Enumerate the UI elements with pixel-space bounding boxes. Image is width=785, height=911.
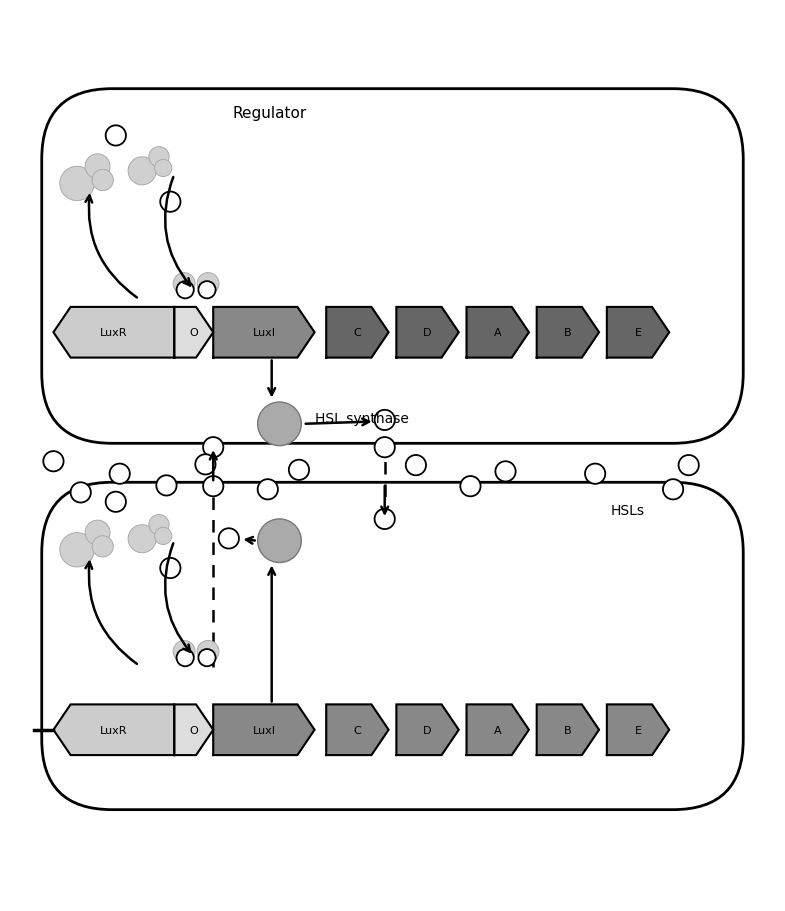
Text: E: E (634, 328, 641, 338)
Circle shape (85, 520, 110, 546)
Text: LuxR: LuxR (100, 328, 128, 338)
Polygon shape (327, 308, 389, 358)
Circle shape (160, 558, 181, 578)
Circle shape (406, 456, 426, 476)
Circle shape (173, 640, 195, 662)
Text: E: E (634, 725, 641, 735)
Polygon shape (537, 704, 599, 755)
Circle shape (60, 167, 94, 201)
Circle shape (43, 452, 64, 472)
Circle shape (374, 410, 395, 431)
Polygon shape (607, 308, 669, 358)
Text: D: D (423, 725, 432, 735)
Circle shape (203, 437, 224, 458)
Text: D: D (423, 328, 432, 338)
Polygon shape (214, 308, 315, 358)
Circle shape (110, 464, 130, 485)
Polygon shape (327, 704, 389, 755)
Circle shape (197, 640, 219, 662)
Circle shape (128, 525, 156, 553)
Polygon shape (53, 704, 174, 755)
Text: O: O (189, 725, 198, 735)
Circle shape (92, 537, 113, 558)
Polygon shape (174, 704, 214, 755)
Circle shape (92, 170, 113, 191)
Circle shape (460, 476, 480, 496)
Circle shape (85, 155, 110, 179)
Circle shape (199, 650, 216, 667)
Circle shape (156, 476, 177, 496)
Circle shape (663, 479, 683, 500)
Polygon shape (396, 704, 458, 755)
Circle shape (177, 281, 194, 299)
Circle shape (257, 519, 301, 563)
Text: C: C (353, 328, 361, 338)
Circle shape (374, 509, 395, 529)
Circle shape (71, 483, 91, 503)
Text: LuxI: LuxI (253, 328, 276, 338)
Polygon shape (466, 308, 529, 358)
Polygon shape (214, 704, 315, 755)
Circle shape (160, 192, 181, 212)
Circle shape (203, 476, 224, 496)
Circle shape (60, 533, 94, 568)
Text: C: C (353, 725, 361, 735)
Circle shape (678, 456, 699, 476)
Circle shape (374, 437, 395, 458)
Text: O: O (189, 328, 198, 338)
Circle shape (106, 126, 126, 147)
Circle shape (495, 462, 516, 482)
Polygon shape (396, 308, 458, 358)
Polygon shape (466, 704, 529, 755)
Text: LuxI: LuxI (253, 725, 276, 735)
Polygon shape (537, 308, 599, 358)
Circle shape (149, 515, 169, 536)
Text: A: A (494, 725, 502, 735)
Text: LuxR: LuxR (100, 725, 128, 735)
Circle shape (219, 528, 239, 549)
Circle shape (199, 281, 216, 299)
Text: HSLs: HSLs (611, 503, 644, 517)
FancyBboxPatch shape (42, 89, 743, 444)
Circle shape (149, 148, 169, 168)
Circle shape (106, 492, 126, 512)
Circle shape (177, 650, 194, 667)
Circle shape (128, 158, 156, 186)
Circle shape (197, 273, 219, 295)
Circle shape (289, 460, 309, 480)
Polygon shape (607, 704, 669, 755)
Text: B: B (564, 328, 571, 338)
Circle shape (155, 160, 172, 178)
Text: B: B (564, 725, 571, 735)
Circle shape (195, 455, 216, 475)
Polygon shape (53, 308, 174, 358)
Text: A: A (494, 328, 502, 338)
Circle shape (257, 479, 278, 500)
Polygon shape (174, 308, 214, 358)
Circle shape (585, 464, 605, 485)
Text: Regulator: Regulator (232, 106, 307, 120)
Circle shape (257, 403, 301, 446)
Circle shape (155, 527, 172, 545)
FancyBboxPatch shape (42, 483, 743, 810)
Text: HSL synthase: HSL synthase (315, 411, 408, 425)
Circle shape (173, 273, 195, 295)
